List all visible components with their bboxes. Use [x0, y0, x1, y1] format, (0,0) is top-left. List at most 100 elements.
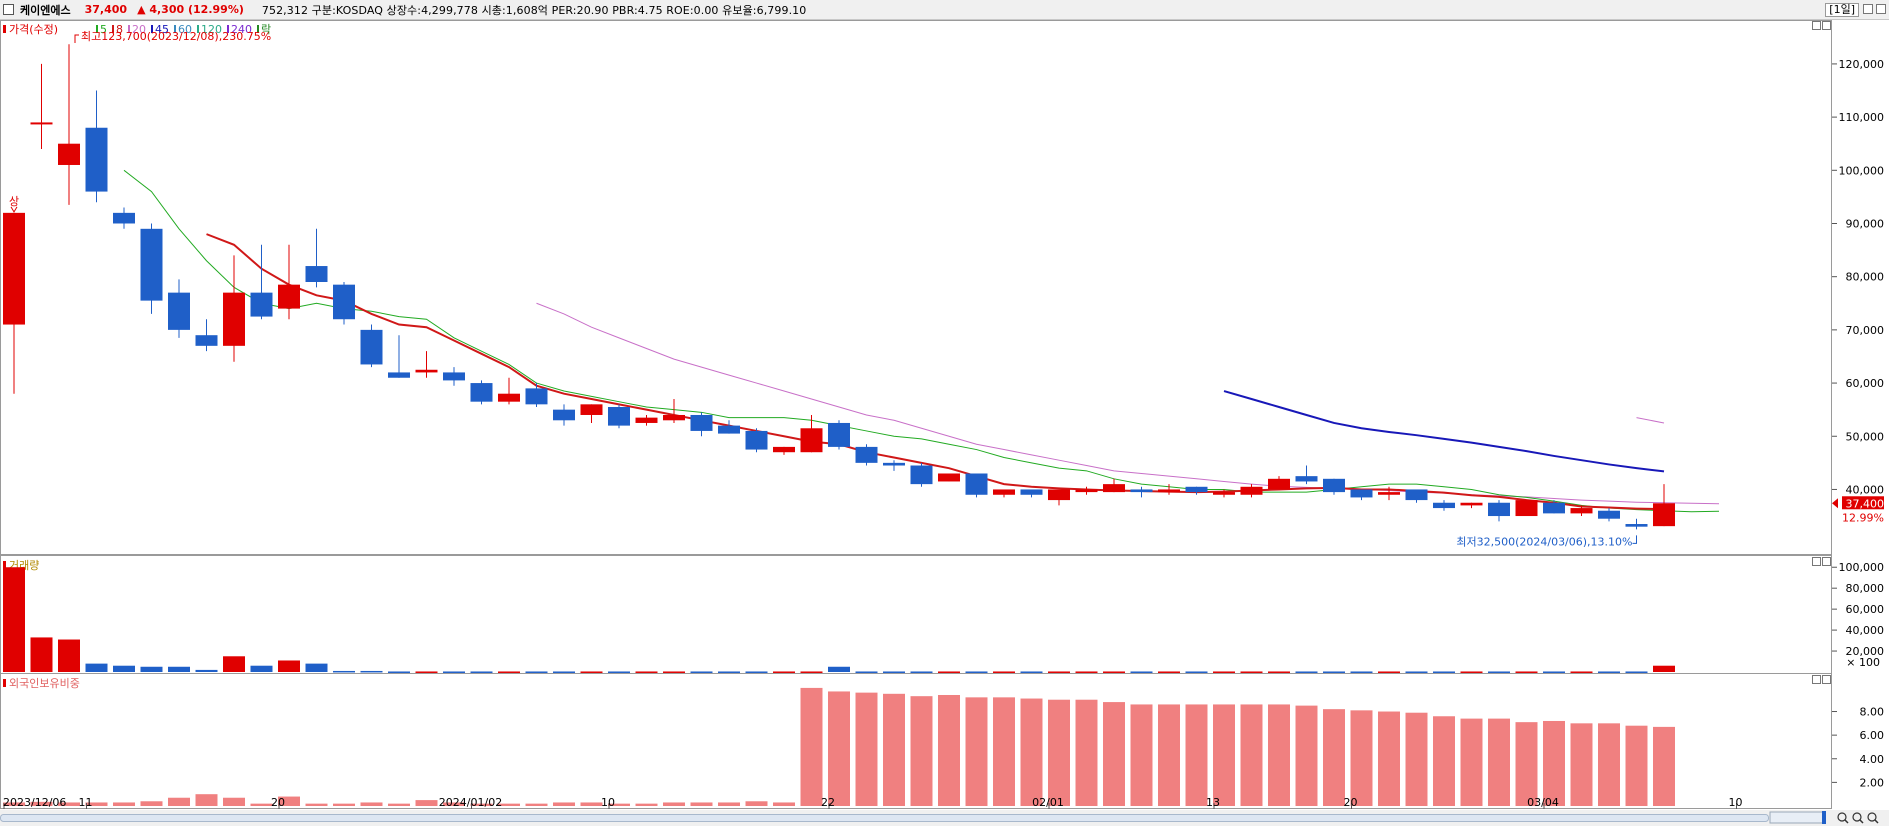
foreign-ratio-bar	[168, 797, 190, 806]
candle-body	[58, 143, 80, 165]
panel-minimize-icon[interactable]	[1812, 557, 1821, 566]
foreign-ratio-bar	[1295, 705, 1318, 806]
volume-bar	[1130, 671, 1153, 673]
volume-bar	[443, 671, 465, 673]
date-tick-label: 2024/01/02	[439, 796, 502, 809]
volume-bar	[1075, 671, 1098, 673]
foreign-ratio-bar	[938, 694, 960, 806]
price-tick-label: 110,000	[1839, 111, 1885, 124]
zoom-in-icon[interactable]	[1837, 812, 1849, 824]
foreign-ratio-bar	[1323, 709, 1345, 806]
panel-close-icon[interactable]	[1822, 675, 1831, 684]
zoom-reset-icon[interactable]	[1867, 812, 1879, 824]
foreign-ratio-bar	[690, 802, 713, 806]
stock-checkbox[interactable]	[3, 4, 14, 15]
foreign-tick-label: 8.00	[1860, 706, 1885, 719]
candle-body	[333, 284, 355, 320]
candle-body	[690, 414, 713, 431]
volume-bar	[498, 671, 520, 673]
foreign-ratio-bar	[910, 696, 933, 806]
period-selector[interactable]: [1일]	[1825, 3, 1859, 17]
candle-body	[1130, 489, 1153, 493]
foreign-ratio-bar	[1543, 720, 1565, 806]
volume-bar	[663, 671, 685, 673]
volume-bar	[195, 669, 218, 672]
volume-bar	[1323, 671, 1345, 673]
foreign-ratio-bar	[1433, 716, 1455, 806]
foreign-ratio-bar	[30, 801, 53, 806]
legend-item-label: 240	[231, 23, 252, 36]
date-tick-label: 22	[821, 796, 835, 809]
volume-bar	[1268, 671, 1290, 673]
candle-body	[140, 228, 163, 301]
stock-name[interactable]: 케이엔에스	[20, 3, 71, 17]
panel-close-icon[interactable]	[1822, 21, 1831, 30]
zoom-slider-handle[interactable]	[1822, 811, 1826, 824]
date-tick-label: 13	[1206, 796, 1220, 809]
volume-bar	[1405, 671, 1428, 673]
candle-body	[1020, 489, 1043, 495]
minimize-icon[interactable]	[1863, 4, 1873, 14]
candle-body	[553, 409, 575, 421]
foreign-ratio-bar	[333, 803, 355, 806]
foreign-ratio-bar	[1350, 710, 1373, 806]
candle-body	[580, 404, 603, 415]
foreign-ratio-bar	[1075, 699, 1098, 806]
candle-body	[745, 430, 768, 450]
price-panel-controls[interactable]	[1812, 21, 1831, 30]
horizontal-scrollbar[interactable]	[0, 810, 1889, 826]
volume-bar	[553, 671, 575, 673]
zoom-out-icon[interactable]	[1852, 812, 1864, 824]
candle-body	[1240, 486, 1263, 495]
current-price-tag-text: 37,400	[1846, 497, 1885, 510]
volume-panel[interactable]	[0, 555, 1832, 674]
candle-body	[498, 393, 520, 402]
stock-summary-info: 752,312 구분:KOSDAQ 상장수:4,299,778 시총:1,608…	[261, 3, 807, 17]
volume-unit-label: × 100	[1846, 656, 1880, 669]
volume-panel-controls[interactable]	[1812, 557, 1831, 566]
foreign-legend: 외국인보유비중	[3, 677, 80, 690]
price-tick-label: 120,000	[1839, 58, 1885, 71]
candle-body	[718, 425, 740, 434]
panel-minimize-icon[interactable]	[1812, 675, 1821, 684]
legend-item-label: 60	[178, 23, 192, 36]
foreign-tick-label: 2.00	[1860, 776, 1885, 789]
foreign-ratio-bar	[498, 803, 520, 806]
volume-bar	[745, 671, 768, 673]
volume-tick-label: 20,000	[1846, 645, 1885, 658]
volume-bar	[580, 671, 603, 673]
volume-bar	[635, 671, 658, 673]
volume-bar	[1488, 671, 1510, 673]
price-tick-label: 80,000	[1846, 271, 1885, 284]
current-price: 37,400	[84, 3, 128, 16]
volume-bar	[1433, 671, 1455, 673]
foreign-ratio-bar	[1488, 718, 1510, 806]
volume-bar	[85, 663, 108, 672]
panel-minimize-icon[interactable]	[1812, 21, 1821, 30]
zoom-slider[interactable]	[1769, 811, 1825, 824]
price-axis-ticks: 120,000 110,000 100,000 90,000 80,000 70,000 6…	[1832, 58, 1885, 496]
current-price-tag: 37,400 12.99%	[1832, 496, 1884, 524]
foreign-ratio-bar	[1405, 712, 1428, 806]
candle-body	[1350, 489, 1373, 498]
date-tick-label: 20	[271, 796, 285, 809]
volume-bar	[1460, 671, 1483, 673]
volume-bar	[690, 671, 713, 673]
high-price-annotation: 최고123,700(2023/12/08),230.75%	[81, 30, 271, 43]
legend-marker	[128, 25, 130, 33]
y-axis-area	[1832, 20, 1889, 808]
foreign-ratio-bar	[663, 802, 685, 806]
foreign-ratio-bar	[993, 697, 1015, 806]
foreign-ratio-bar	[1268, 704, 1290, 806]
candle-body	[855, 446, 878, 463]
maximize-icon[interactable]	[1876, 4, 1886, 14]
volume-bar	[855, 671, 878, 673]
volume-bar	[470, 671, 493, 673]
foreign-ratio-bar	[1213, 704, 1235, 806]
stock-chart[interactable]: 가격(수정) 5 8 20 45 60 120 240 락 거래량 외국인보유비중 120,0…	[0, 20, 1889, 826]
price-panel[interactable]	[0, 20, 1832, 555]
foreign-panel-controls[interactable]	[1812, 675, 1831, 684]
candles	[3, 44, 1675, 530]
panel-close-icon[interactable]	[1822, 557, 1831, 566]
scrollbar-thumb[interactable]	[0, 814, 1769, 822]
